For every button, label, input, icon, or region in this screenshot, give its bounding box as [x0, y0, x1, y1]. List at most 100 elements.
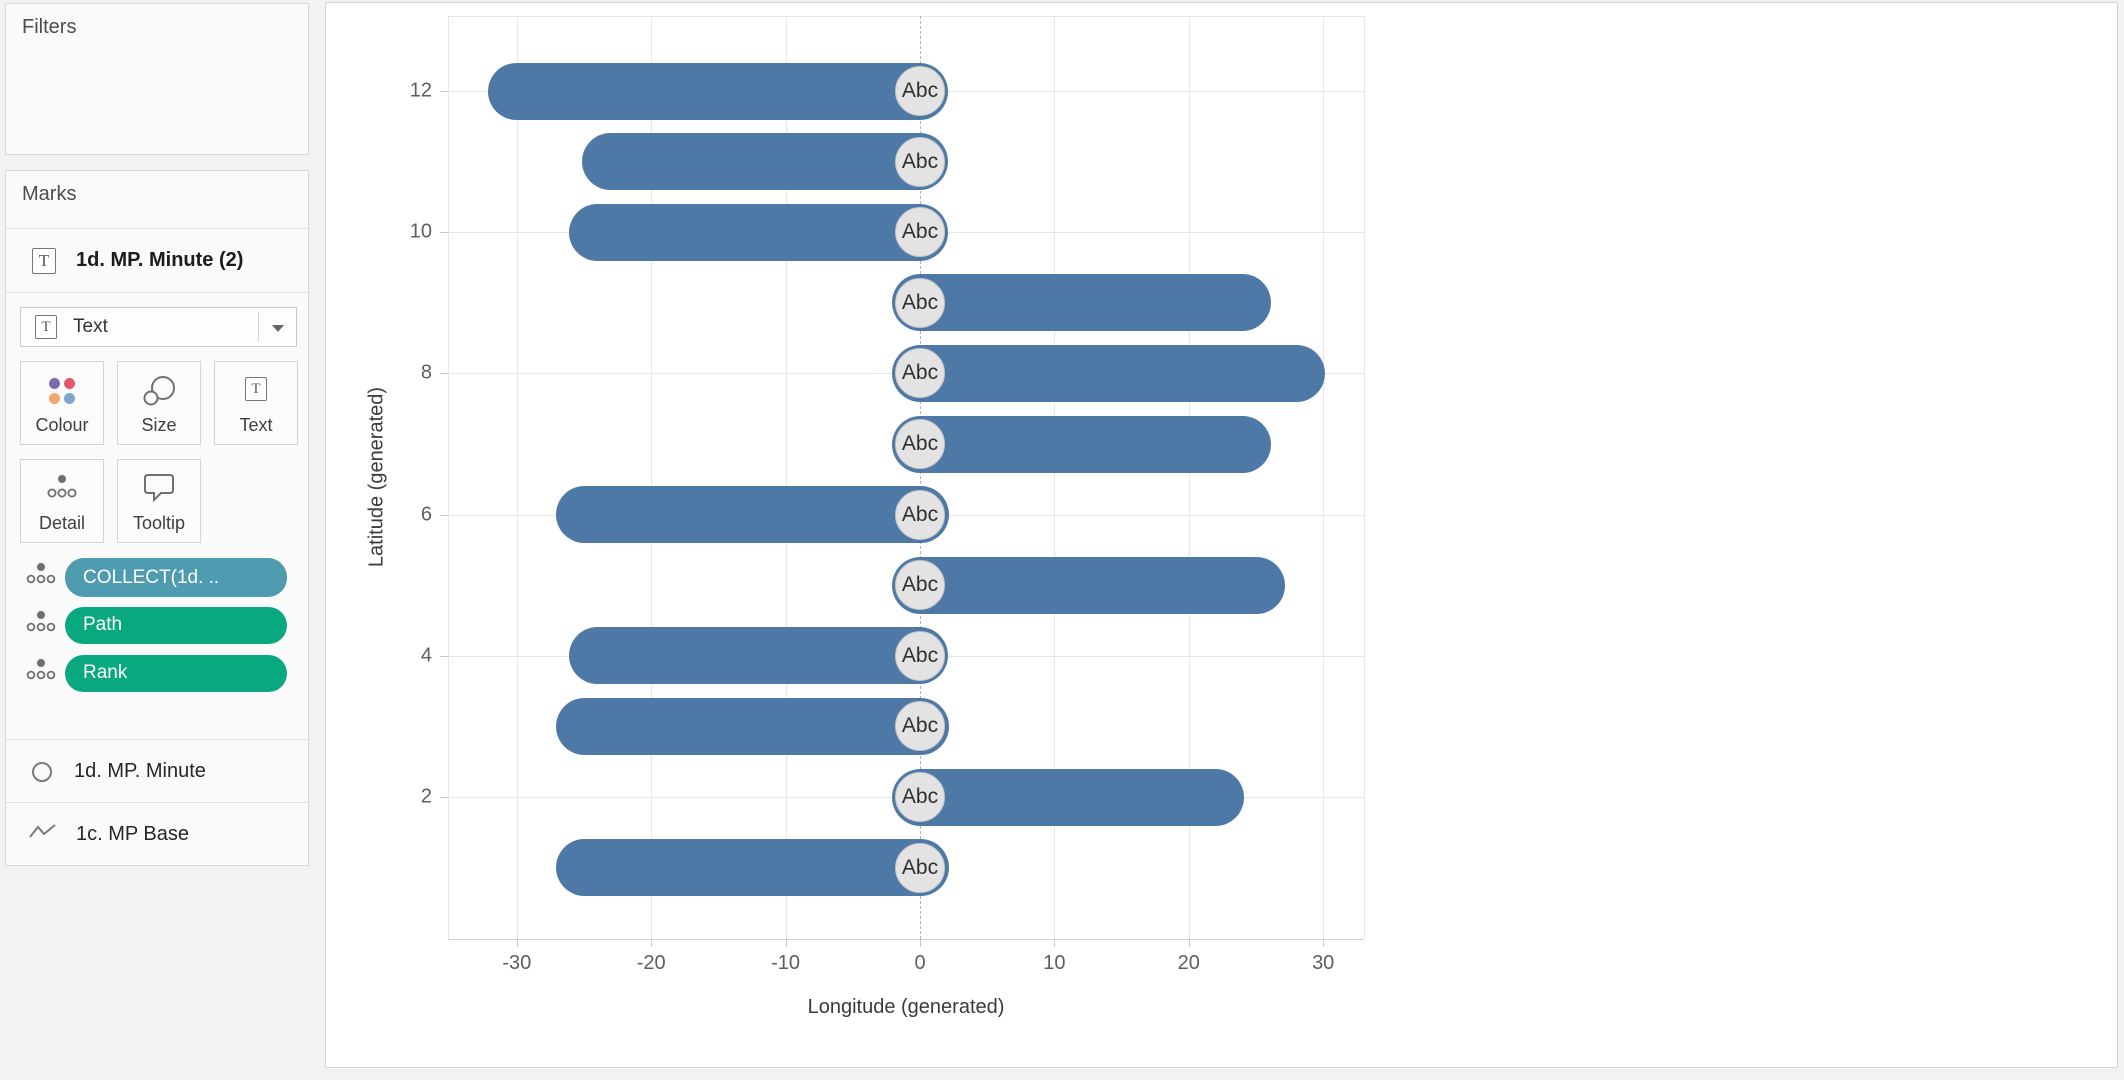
- divider: [6, 739, 308, 740]
- bar-mark[interactable]: [568, 627, 949, 685]
- y-tick-label: 6: [420, 503, 432, 526]
- bar-mark[interactable]: [488, 62, 949, 120]
- bar-mark[interactable]: [582, 133, 949, 191]
- bar-label-bubble[interactable]: Abc: [895, 277, 945, 328]
- mark-card-label: 1c. MP Base: [76, 823, 190, 845]
- tooltip-button-label: Tooltip: [132, 513, 186, 533]
- colour-button-label: Colour: [35, 415, 89, 435]
- plot-right-border: [1364, 16, 1365, 939]
- bar-label-bubble[interactable]: Abc: [895, 630, 945, 681]
- bar-mark[interactable]: [891, 274, 1272, 332]
- zero-reference-line: [920, 16, 921, 939]
- y-tick-label: 12: [409, 79, 432, 102]
- x-gridline: [1054, 16, 1056, 939]
- x-tick: [1323, 939, 1325, 947]
- bar-label-bubble[interactable]: Abc: [895, 348, 945, 399]
- pill-rank-label: Rank: [83, 662, 128, 683]
- bar-label-bubble[interactable]: Abc: [895, 489, 945, 540]
- detail-icon: [46, 470, 78, 507]
- pill-row: Path: [6, 606, 308, 644]
- pill-row: COLLECT(1d. ..: [6, 557, 308, 598]
- text-mark-icon: T: [32, 247, 56, 274]
- size-button-label: Size: [141, 415, 177, 435]
- bar-mark[interactable]: [555, 486, 949, 544]
- bar-label-bubble[interactable]: Abc: [895, 207, 945, 258]
- detail-dots-icon: [26, 658, 56, 689]
- x-tick-label: 20: [1177, 952, 1200, 974]
- bar-mark[interactable]: [891, 344, 1325, 402]
- divider: [6, 228, 308, 229]
- x-tick-label: -30: [502, 952, 532, 974]
- x-axis-title: Longitude (generated): [807, 996, 1005, 1018]
- bar-label-bubble[interactable]: Abc: [895, 66, 945, 116]
- y-axis-title: Latitude (generated): [365, 386, 388, 568]
- dropdown-separator: [258, 312, 259, 342]
- x-tick-label: 30: [1312, 952, 1335, 974]
- x-tick-label: 10: [1043, 952, 1066, 974]
- y-tick: [440, 91, 448, 92]
- bar-label-bubble[interactable]: Abc: [895, 136, 945, 187]
- text-button[interactable]: T Text: [214, 361, 298, 445]
- text-button-label: Text: [239, 415, 273, 435]
- bar-mark[interactable]: [555, 839, 949, 897]
- x-tick-label: -10: [771, 952, 801, 974]
- chevron-down-icon: [272, 325, 284, 332]
- selected-mark-card-header[interactable]: T 1d. MP. Minute (2): [6, 229, 308, 292]
- pill-path[interactable]: Path: [65, 606, 287, 644]
- plot-top-border: [448, 16, 1364, 17]
- size-icon: [140, 372, 178, 415]
- pill-rank[interactable]: Rank: [65, 654, 287, 692]
- x-tick-label: -20: [636, 952, 666, 974]
- y-tick: [440, 655, 448, 657]
- x-gridline: [785, 16, 787, 939]
- x-tick: [516, 939, 518, 947]
- x-tick: [785, 939, 787, 947]
- filters-card: Filters: [5, 3, 309, 155]
- size-button[interactable]: Size: [117, 361, 201, 445]
- divider: [6, 802, 308, 803]
- bar-label-bubble[interactable]: Abc: [895, 772, 945, 822]
- bar-label-bubble[interactable]: Abc: [895, 842, 945, 893]
- y-tick: [440, 514, 448, 516]
- text-mark-icon: T: [35, 315, 57, 339]
- bar-mark[interactable]: [891, 768, 1245, 826]
- y-tick: [440, 232, 448, 234]
- bar-label-bubble[interactable]: Abc: [895, 560, 945, 611]
- detail-dots-icon: [26, 562, 56, 593]
- mark-type-dropdown[interactable]: T Text: [20, 307, 297, 347]
- mark-card-1d-mp-minute[interactable]: 1d. MP. Minute: [6, 740, 308, 803]
- y-tick-label: 4: [420, 644, 432, 667]
- tooltip-icon: [142, 470, 176, 509]
- pill-path-label: Path: [83, 614, 123, 635]
- x-gridline: [1188, 16, 1190, 939]
- x-tick: [920, 939, 921, 947]
- pill-collect[interactable]: COLLECT(1d. ..: [65, 558, 287, 597]
- colour-button[interactable]: Colour: [20, 361, 104, 445]
- bar-mark[interactable]: [568, 203, 949, 261]
- bar-mark[interactable]: [891, 556, 1285, 614]
- marks-card-title: Marks: [22, 183, 77, 205]
- x-axis-line: [448, 939, 1364, 940]
- y-tick: [440, 373, 448, 375]
- y-tick-label: 2: [420, 785, 432, 808]
- bar-mark[interactable]: [891, 415, 1272, 473]
- bar-label-bubble[interactable]: Abc: [895, 419, 945, 469]
- detail-button[interactable]: Detail: [20, 459, 104, 543]
- colour-icon: [49, 378, 75, 404]
- x-tick-label: 0: [914, 952, 926, 974]
- y-tick-label: 10: [409, 220, 432, 243]
- selected-mark-label: 1d. MP. Minute (2): [76, 249, 244, 271]
- x-tick: [1188, 939, 1190, 947]
- marks-card: Marks T 1d. MP. Minute (2) T Text Colour: [5, 170, 309, 866]
- mark-card-label: 1d. MP. Minute: [74, 760, 206, 782]
- mark-card-1c-mp-base[interactable]: 1c. MP Base: [6, 803, 308, 866]
- bar-label-bubble[interactable]: Abc: [895, 701, 945, 752]
- filters-card-title: Filters: [22, 16, 77, 38]
- bar-mark[interactable]: [555, 697, 949, 755]
- y-tick: [440, 797, 448, 798]
- detail-dots-icon: [26, 610, 56, 641]
- pill-collect-label: COLLECT(1d. ..: [83, 566, 220, 588]
- y-tick-label: 8: [420, 361, 432, 384]
- text-icon: T: [245, 377, 267, 401]
- tooltip-button[interactable]: Tooltip: [117, 459, 201, 543]
